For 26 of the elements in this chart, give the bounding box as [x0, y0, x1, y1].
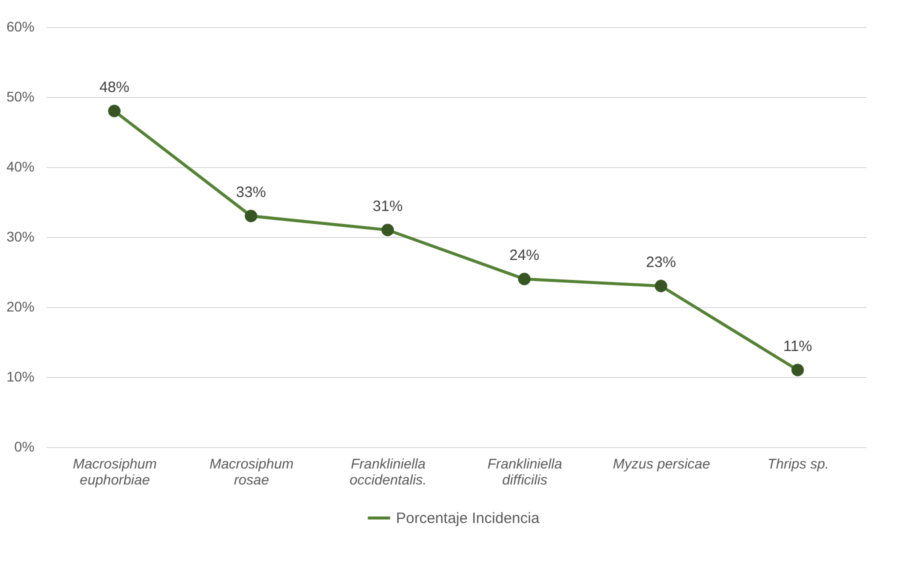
y-tick-label: 50% — [6, 88, 34, 104]
y-tick-label: 10% — [6, 368, 34, 384]
data-label: 31% — [372, 198, 403, 215]
point — [518, 272, 531, 286]
x-tick-label: Frankliniella difficilis — [487, 456, 562, 488]
legend-label: Porcentaje Incidencia — [396, 510, 540, 527]
y-tick-label: 20% — [6, 298, 34, 314]
y-tick-label: 0% — [14, 438, 34, 454]
x-tick-label: Macrosiphum euphorbiae — [72, 456, 158, 488]
point — [244, 210, 258, 222]
data-label: 23% — [646, 254, 676, 271]
x-tick-label: Myzus persicae — [612, 456, 710, 472]
point — [381, 224, 394, 236]
y-tick-label: 40% — [6, 158, 34, 174]
y-tick-label: 60% — [6, 18, 34, 34]
y-tick-label: 30% — [6, 228, 34, 244]
data-label: 33% — [236, 184, 266, 201]
x-tick-label: Frankliniella occidentalis. — [350, 456, 427, 488]
point — [108, 104, 121, 118]
data-label: 11% — [783, 338, 812, 355]
x-tick-label: Macrosiphum rosae — [209, 456, 294, 488]
data-label: 48% — [99, 79, 130, 96]
point — [654, 280, 668, 292]
x-tick-label: Thrips sp. — [767, 456, 829, 472]
data-label: 24% — [509, 247, 540, 264]
point — [791, 364, 804, 376]
